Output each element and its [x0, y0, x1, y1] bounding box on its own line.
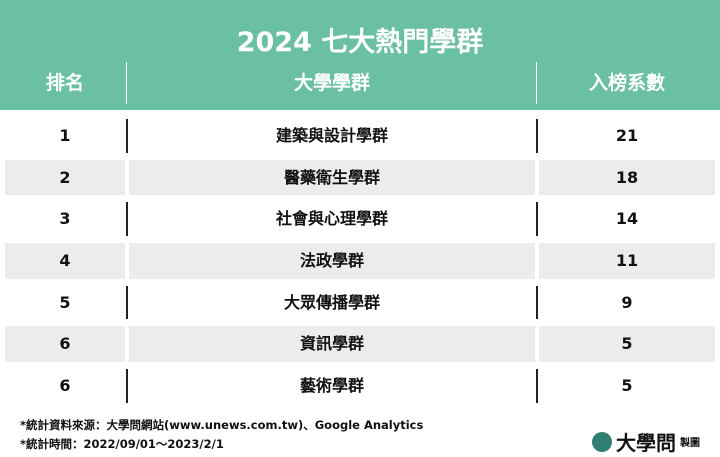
column-header-count: 入榜系數	[588, 72, 665, 94]
rank-cell: 3	[59, 209, 71, 229]
footnote-period: *統計時間：2022/09/01～2023/2/1	[20, 437, 224, 451]
group-cell: 法政學群	[129, 243, 535, 279]
column-header-rank: 排名	[45, 72, 84, 94]
table-row: 6 資訊學群 5	[0, 323, 720, 365]
column-headers: 排名 大學學群 入榜系數	[0, 62, 720, 104]
count-cell: 5	[539, 326, 715, 363]
count-cell: 11	[539, 243, 715, 279]
divider	[536, 369, 538, 403]
rank-cell: 4	[5, 243, 125, 279]
logo-mark-icon	[592, 431, 612, 452]
group-cell: 建築與設計學群	[275, 126, 388, 145]
rank-cell: 6	[59, 376, 71, 396]
table-body: 1 建築與設計學群 21 2 醫藥衛生學群 18 3 社會與心理學群 14 4 法政學…	[0, 115, 720, 407]
logo: 大學問 製圖	[592, 427, 700, 456]
group-cell: 大眾傳播學群	[283, 292, 380, 312]
logo-name: 大學問	[616, 431, 676, 455]
table-row: 3 社會與心理學群 14	[0, 198, 720, 240]
divider	[126, 285, 128, 320]
count-cell: 18	[539, 159, 715, 196]
column-header-group: 大學學群	[293, 72, 370, 94]
count-cell: 21	[615, 126, 639, 145]
table-row: 6 藝術學群 5	[0, 365, 720, 407]
count-cell: 14	[615, 209, 639, 229]
table-header-band: 2024 七大熱門學群 排名 大學學群 入榜系數	[0, 0, 720, 110]
divider	[536, 62, 537, 104]
table-row: 4 法政學群 11	[0, 240, 720, 282]
group-cell: 資訊學群	[129, 326, 535, 363]
page-title: 2024 七大熱門學群	[236, 27, 484, 58]
group-cell: 社會與心理學群	[275, 209, 388, 229]
group-cell: 醫藥衛生學群	[129, 159, 535, 196]
count-cell: 9	[621, 292, 633, 312]
rank-cell: 5	[59, 292, 71, 312]
divider	[126, 202, 128, 237]
divider	[536, 285, 538, 320]
table-row: 2 醫藥衛生學群 18	[0, 157, 720, 199]
divider	[536, 119, 538, 153]
count-cell: 5	[621, 376, 633, 396]
table-row: 1 建築與設計學群 21	[0, 115, 720, 157]
divider	[126, 119, 128, 153]
rank-cell: 2	[5, 159, 125, 196]
divider	[126, 369, 128, 403]
divider	[536, 202, 538, 237]
group-cell: 藝術學群	[299, 376, 364, 396]
logo-made-label: 製圖	[680, 438, 700, 449]
rank-cell: 6	[5, 326, 125, 363]
footnote-source: *統計資料來源：大學問網站(www.unews.com.tw)、Google A…	[20, 418, 424, 432]
divider	[126, 62, 127, 104]
table-row: 5 大眾傳播學群 9	[0, 282, 720, 324]
rank-cell: 1	[59, 126, 71, 145]
